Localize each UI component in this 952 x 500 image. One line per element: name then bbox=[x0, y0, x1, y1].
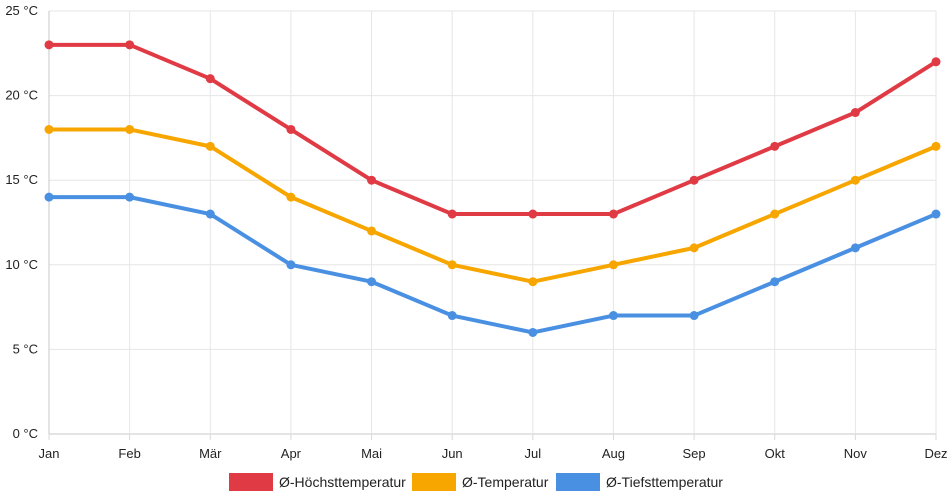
x-tick-label: Nov bbox=[844, 446, 868, 461]
legend-item[interactable]: Ø-Temperatur bbox=[412, 473, 549, 491]
data-point[interactable] bbox=[205, 209, 215, 219]
data-point[interactable] bbox=[931, 57, 941, 67]
y-tick-label: 20 °C bbox=[5, 88, 38, 103]
data-point[interactable] bbox=[44, 124, 54, 134]
x-tick-label: Aug bbox=[602, 446, 625, 461]
series-2 bbox=[44, 192, 941, 337]
x-tick-label: Mär bbox=[199, 446, 222, 461]
data-point[interactable] bbox=[286, 260, 296, 270]
series-line bbox=[47, 195, 938, 335]
x-tick-label: Mai bbox=[361, 446, 382, 461]
data-point[interactable] bbox=[608, 209, 618, 219]
series-1 bbox=[44, 124, 941, 287]
data-point[interactable] bbox=[447, 260, 457, 270]
series-line bbox=[47, 127, 938, 284]
data-point[interactable] bbox=[528, 327, 538, 337]
legend-label: Ø-Höchsttemperatur bbox=[279, 474, 406, 490]
legend-swatch bbox=[229, 473, 273, 491]
y-tick-label: 15 °C bbox=[5, 172, 38, 187]
legend-label: Ø-Temperatur bbox=[462, 474, 549, 490]
data-point[interactable] bbox=[367, 175, 377, 185]
x-tick-label: Okt bbox=[765, 446, 786, 461]
data-point[interactable] bbox=[205, 74, 215, 84]
series-line bbox=[47, 42, 938, 217]
legend-item[interactable]: Ø-Tiefsttemperatur bbox=[556, 473, 723, 491]
data-point[interactable] bbox=[447, 311, 457, 321]
data-point[interactable] bbox=[125, 124, 135, 134]
y-tick-label: 25 °C bbox=[5, 3, 38, 18]
data-point[interactable] bbox=[608, 311, 618, 321]
data-point[interactable] bbox=[286, 124, 296, 134]
data-point[interactable] bbox=[528, 209, 538, 219]
data-point[interactable] bbox=[125, 192, 135, 202]
x-tick-label: Jan bbox=[39, 446, 60, 461]
data-point[interactable] bbox=[286, 192, 296, 202]
data-point[interactable] bbox=[931, 209, 941, 219]
legend-label: Ø-Tiefsttemperatur bbox=[606, 474, 723, 490]
x-tick-label: Sep bbox=[683, 446, 706, 461]
y-tick-label: 5 °C bbox=[13, 341, 38, 356]
x-tick-label: Dez bbox=[924, 446, 947, 461]
data-point[interactable] bbox=[205, 141, 215, 151]
legend-swatch bbox=[412, 473, 456, 491]
data-point[interactable] bbox=[850, 175, 860, 185]
data-point[interactable] bbox=[850, 108, 860, 118]
legend-item[interactable]: Ø-Höchsttemperatur bbox=[229, 473, 406, 491]
legend-swatch bbox=[556, 473, 600, 491]
data-point[interactable] bbox=[770, 277, 780, 287]
data-point[interactable] bbox=[447, 209, 457, 219]
x-tick-label: Feb bbox=[118, 446, 140, 461]
series-0 bbox=[44, 40, 941, 219]
data-point[interactable] bbox=[931, 141, 941, 151]
data-point[interactable] bbox=[770, 209, 780, 219]
data-point[interactable] bbox=[608, 260, 618, 270]
data-point[interactable] bbox=[44, 192, 54, 202]
data-point[interactable] bbox=[125, 40, 135, 50]
data-point[interactable] bbox=[44, 40, 54, 50]
data-point[interactable] bbox=[689, 311, 699, 321]
data-point[interactable] bbox=[689, 243, 699, 253]
data-point[interactable] bbox=[367, 226, 377, 236]
data-point[interactable] bbox=[528, 277, 538, 287]
y-tick-label: 0 °C bbox=[13, 426, 38, 441]
legend: Ø-Höchsttemperatur Ø-Temperatur Ø-Tiefstte… bbox=[229, 473, 723, 491]
grid bbox=[48, 10, 937, 435]
x-tick-label: Apr bbox=[281, 446, 302, 461]
y-tick-label: 10 °C bbox=[5, 257, 38, 272]
axes: 0 °C 5 °C 10 °C 15 °C 20 °C 25 °C Jan Feb Mär Apr… bbox=[5, 3, 947, 461]
x-tick-label: Jun bbox=[442, 446, 463, 461]
series-lines bbox=[44, 40, 941, 337]
data-point[interactable] bbox=[689, 175, 699, 185]
x-tick-label: Jul bbox=[525, 446, 542, 461]
data-point[interactable] bbox=[850, 243, 860, 253]
data-point[interactable] bbox=[770, 141, 780, 151]
data-point[interactable] bbox=[367, 277, 377, 287]
